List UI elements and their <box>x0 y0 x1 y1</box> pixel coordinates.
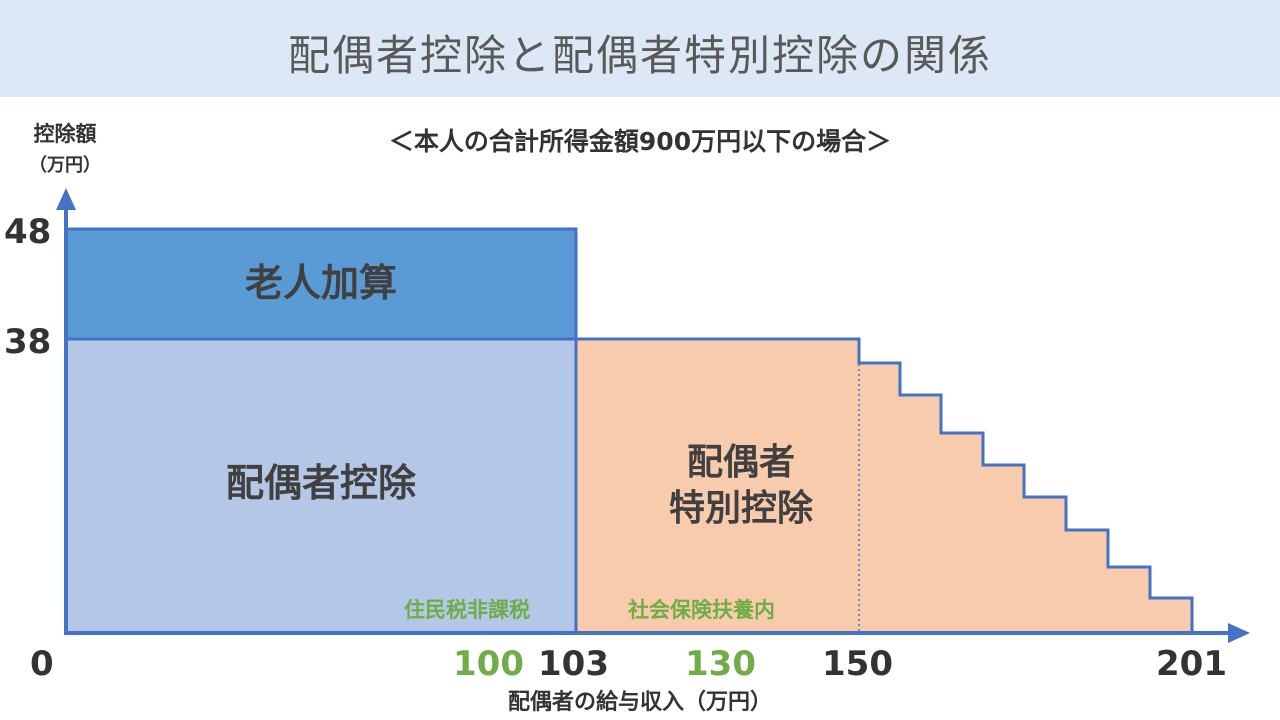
x-tick-130: 130 <box>685 644 756 684</box>
y-tick-48: 48 <box>4 212 52 252</box>
x-axis-arrow-icon <box>1228 623 1250 643</box>
x-axis-label: 配偶者の給与収入（万円） <box>507 690 772 715</box>
x-tick-0: 0 <box>30 644 54 684</box>
special-deduction-area <box>574 337 1194 635</box>
social-insurance-dependent-note: 社会保険扶養内 <box>628 598 775 622</box>
special-deduction-label-line2: 特別控除 <box>668 488 813 529</box>
x-tick-100: 100 <box>453 644 524 684</box>
y-axis-arrow-icon <box>56 188 76 210</box>
elderly-addition-area <box>64 227 578 341</box>
diagram-subtitle: ＜本人の合計所得金額900万円以下の場合＞ <box>388 127 892 156</box>
y-axis-unit: （万円） <box>29 155 101 176</box>
y-tick-38: 38 <box>4 322 52 362</box>
y-axis-title: 控除額 <box>33 122 97 146</box>
page-title: 配偶者控除と配偶者特別控除の関係 <box>287 31 992 80</box>
x-tick-150: 150 <box>822 644 893 684</box>
resident-tax-exempt-note: 住民税非課税 <box>404 598 530 622</box>
y-axis-label: 控除額 （万円） <box>20 118 110 182</box>
spouse-deduction-label: 配偶者控除 <box>225 461 416 505</box>
title-banner <box>0 0 1280 97</box>
x-tick-103: 103 <box>538 644 609 684</box>
special-deduction-label-line1: 配偶者 <box>686 442 795 483</box>
x-tick-201: 201 <box>1156 644 1227 684</box>
elderly-addition-label: 老人加算 <box>244 261 397 305</box>
